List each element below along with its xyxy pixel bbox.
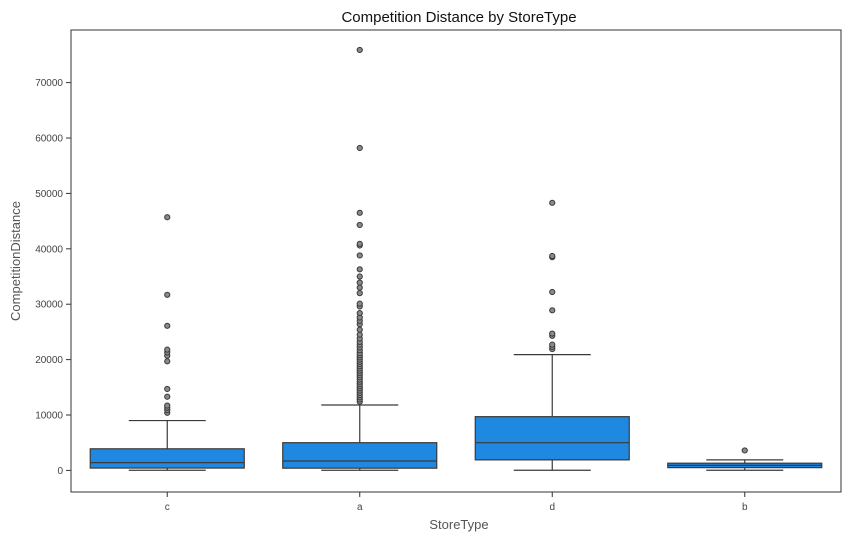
outlier-point	[356, 221, 363, 229]
y-axis-ticks: 0 10000 20000 30000 40000 50000 60000 70000	[35, 78, 71, 477]
iqr-box	[474, 416, 630, 461]
y-tick-label: 20000	[35, 355, 63, 366]
x-tick-label: d	[549, 502, 555, 513]
outlier-point	[164, 393, 171, 400]
outlier-point	[356, 284, 363, 291]
outlier-point	[164, 358, 171, 365]
outlier-point	[356, 252, 363, 259]
outlier-point	[356, 279, 363, 286]
x-tick-label: c	[165, 502, 170, 513]
outlier-point	[164, 346, 171, 353]
y-axis-label: CompetitionDistance	[8, 201, 23, 321]
x-axis-label: StoreType	[429, 517, 488, 532]
box-group-b	[667, 447, 823, 471]
outlier-point	[549, 307, 556, 314]
outlier-point	[356, 273, 363, 280]
y-tick-label: 30000	[35, 300, 63, 311]
y-tick-label: 10000	[35, 411, 63, 422]
outlier-point	[356, 46, 363, 54]
outlier-point	[356, 209, 363, 216]
x-tick-label: a	[357, 502, 363, 513]
outlier-point	[549, 199, 556, 206]
box-group-c	[89, 214, 245, 471]
y-tick-label: 60000	[35, 134, 63, 145]
outlier-point	[549, 341, 556, 348]
outlier-point	[356, 309, 363, 317]
y-tick-label: 40000	[35, 244, 63, 255]
chart-title: Competition Distance by StoreType	[341, 9, 576, 26]
iqr-box	[282, 442, 438, 469]
outlier-point	[164, 322, 171, 329]
outlier-point	[164, 385, 171, 393]
outlier-point	[549, 288, 556, 296]
outlier-point	[164, 214, 171, 221]
x-tick-label: b	[742, 502, 748, 513]
outlier-point	[356, 331, 363, 338]
plot-area	[89, 46, 823, 471]
y-tick-label: 50000	[35, 189, 63, 200]
outlier-point	[549, 252, 556, 260]
outlier-point	[741, 447, 748, 454]
outlier-point	[356, 300, 363, 307]
outlier-point	[164, 402, 171, 409]
outlier-point	[549, 330, 556, 337]
outlier-point	[356, 240, 363, 247]
outlier-point	[164, 291, 171, 298]
outlier-point	[356, 266, 363, 273]
outlier-point	[356, 144, 363, 152]
y-tick-label: 0	[57, 466, 63, 477]
outlier-point	[356, 326, 363, 333]
box-group-a	[282, 46, 438, 471]
plot-frame	[70, 29, 842, 493]
outlier-point	[356, 290, 363, 297]
y-tick-label: 70000	[35, 78, 63, 89]
box-group-d	[474, 199, 630, 471]
iqr-box	[89, 448, 245, 469]
